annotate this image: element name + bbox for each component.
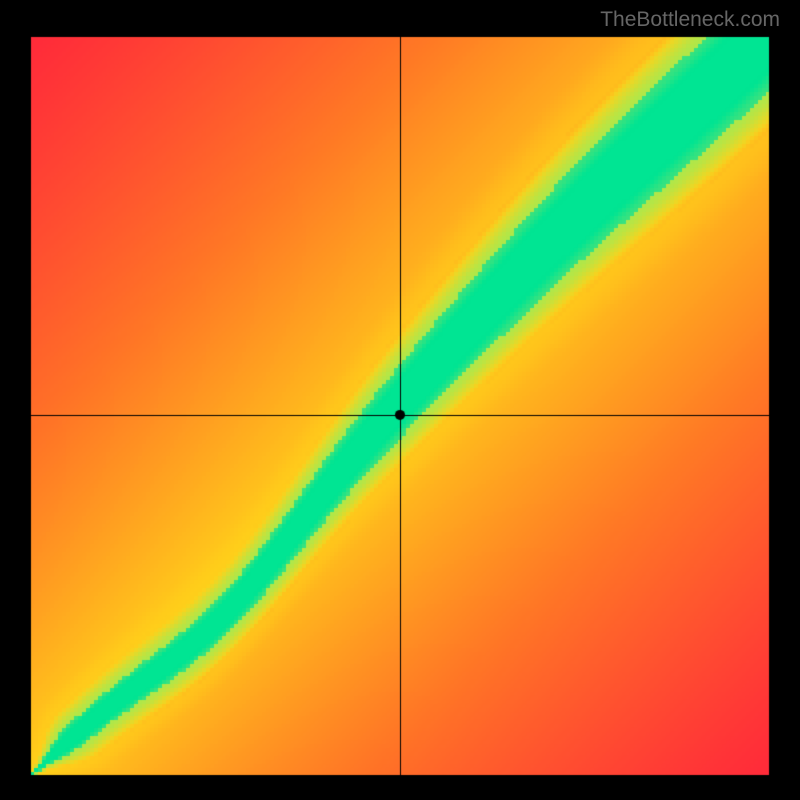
chart-container: TheBottleneck.com [0, 0, 800, 800]
heatmap-canvas [0, 0, 800, 800]
watermark-text: TheBottleneck.com [600, 8, 780, 32]
